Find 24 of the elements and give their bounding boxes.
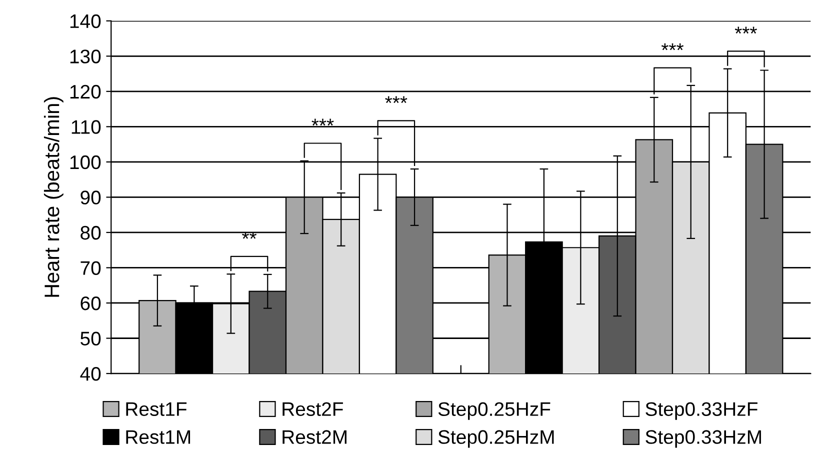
annotation: *** — [312, 118, 334, 126]
y-tick-label: 70 — [80, 261, 101, 275]
y-tick-label: 130 — [70, 50, 101, 64]
y-tick-label: 60 — [80, 296, 101, 310]
legend-label: Rest2M — [282, 430, 346, 444]
y-tick-label: 140 — [70, 14, 101, 28]
legend-label: Step0.33HzF — [646, 402, 758, 420]
y-axis-title: Heart rate (beats/min) — [44, 97, 64, 297]
legend-label: Rest2F — [282, 402, 343, 416]
y-tick-label: 80 — [80, 226, 101, 240]
y-tick-label: 100 — [70, 155, 101, 170]
y-tick-label: 90 — [80, 190, 101, 204]
legend-label: Step0.25HzF — [438, 402, 550, 420]
annotation: *** — [661, 43, 684, 50]
y-tick-label: 110 — [72, 120, 101, 134]
legend-label: Step0.25HzM — [438, 430, 554, 448]
legend-label: Rest1M — [126, 430, 190, 444]
y-tick-label: 50 — [80, 332, 101, 346]
legend-label: Step0.33HzM — [646, 430, 761, 448]
y-tick-label: 120 — [70, 84, 101, 99]
annotation: *** — [734, 26, 757, 34]
legend-label: Rest1F — [126, 402, 187, 416]
y-tick-label: 40 — [80, 366, 101, 381]
annotation: *** — [385, 96, 408, 104]
